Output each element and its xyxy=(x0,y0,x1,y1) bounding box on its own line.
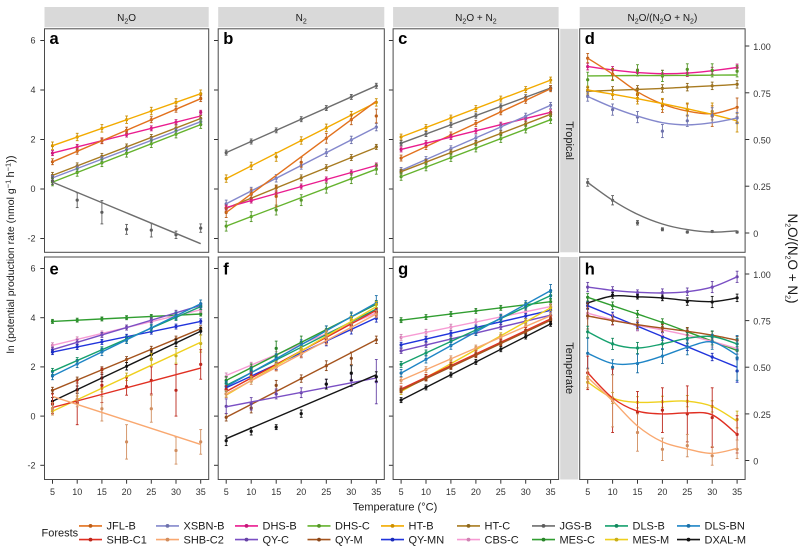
svg-text:25: 25 xyxy=(146,487,156,497)
svg-text:ln (potential production rate: ln (potential production rate (nmol g−1 … xyxy=(4,156,18,354)
svg-text:Temperate: Temperate xyxy=(563,342,575,394)
svg-text:Temperature (°C): Temperature (°C) xyxy=(353,502,437,514)
svg-text:-2: -2 xyxy=(27,234,35,244)
svg-text:Forests: Forests xyxy=(42,528,79,540)
svg-text:SHB-C2: SHB-C2 xyxy=(184,534,224,546)
svg-text:JGS-B: JGS-B xyxy=(560,521,592,533)
svg-text:10: 10 xyxy=(421,487,431,497)
svg-text:15: 15 xyxy=(632,487,642,497)
svg-text:QY-MN: QY-MN xyxy=(409,534,445,546)
svg-text:25: 25 xyxy=(321,487,331,497)
svg-text:JFL-B: JFL-B xyxy=(107,521,136,533)
svg-text:35: 35 xyxy=(546,487,556,497)
svg-text:5: 5 xyxy=(224,487,229,497)
svg-text:N2​: N2​ xyxy=(296,13,307,26)
svg-text:a: a xyxy=(50,30,60,48)
svg-text:N2O/(N2O + N2): N2O/(N2O + N2) xyxy=(784,213,800,303)
svg-text:35: 35 xyxy=(196,487,206,497)
svg-text:15: 15 xyxy=(271,487,281,497)
svg-text:CBS-C: CBS-C xyxy=(485,534,519,546)
svg-text:5: 5 xyxy=(399,487,404,497)
svg-text:30: 30 xyxy=(171,487,181,497)
svg-text:DHS-B: DHS-B xyxy=(263,521,297,533)
svg-text:HT-C: HT-C xyxy=(485,521,511,533)
svg-text:QY-M: QY-M xyxy=(335,534,363,546)
svg-text:SHB-C1: SHB-C1 xyxy=(107,534,147,546)
svg-text:N2O/(N2O + N2): N2O/(N2O + N2) xyxy=(627,13,697,26)
svg-text:30: 30 xyxy=(346,487,356,497)
svg-text:20: 20 xyxy=(122,487,132,497)
svg-text:MES-M: MES-M xyxy=(633,534,670,546)
svg-text:0.25: 0.25 xyxy=(753,410,771,420)
svg-text:6: 6 xyxy=(30,264,35,274)
svg-text:0.75: 0.75 xyxy=(753,89,771,99)
svg-text:d: d xyxy=(585,30,595,48)
svg-text:QY-C: QY-C xyxy=(263,534,290,546)
svg-text:DLS-B: DLS-B xyxy=(633,521,665,533)
svg-text:Tropical: Tropical xyxy=(563,121,575,160)
svg-text:XSBN-B: XSBN-B xyxy=(184,521,225,533)
svg-text:0: 0 xyxy=(30,411,35,421)
svg-text:5: 5 xyxy=(50,487,55,497)
svg-text:10: 10 xyxy=(246,487,256,497)
svg-text:-2: -2 xyxy=(27,461,35,471)
svg-text:4: 4 xyxy=(30,85,35,95)
svg-text:1.00: 1.00 xyxy=(753,42,771,52)
svg-text:6: 6 xyxy=(30,36,35,46)
svg-text:25: 25 xyxy=(496,487,506,497)
svg-text:HT-B: HT-B xyxy=(409,521,434,533)
svg-text:e: e xyxy=(50,260,59,278)
svg-text:25: 25 xyxy=(682,487,692,497)
svg-text:0.25: 0.25 xyxy=(753,182,771,192)
svg-text:DHS-C: DHS-C xyxy=(335,521,370,533)
svg-text:c: c xyxy=(398,30,407,48)
svg-text:35: 35 xyxy=(371,487,381,497)
svg-text:h: h xyxy=(585,260,595,278)
svg-text:10: 10 xyxy=(72,487,82,497)
svg-text:g: g xyxy=(398,260,408,278)
svg-text:DLS-BN: DLS-BN xyxy=(705,521,745,533)
svg-text:1.00: 1.00 xyxy=(753,270,771,280)
svg-text:30: 30 xyxy=(707,487,717,497)
svg-text:2: 2 xyxy=(30,135,35,145)
svg-text:20: 20 xyxy=(657,487,667,497)
svg-text:0: 0 xyxy=(753,457,758,467)
svg-text:5: 5 xyxy=(585,487,590,497)
svg-text:4: 4 xyxy=(30,313,35,323)
svg-text:0.50: 0.50 xyxy=(753,136,771,146)
svg-text:15: 15 xyxy=(446,487,456,497)
svg-text:0: 0 xyxy=(753,229,758,239)
svg-text:35: 35 xyxy=(732,487,742,497)
svg-text:20: 20 xyxy=(296,487,306,497)
svg-text:0: 0 xyxy=(30,184,35,194)
svg-text:20: 20 xyxy=(471,487,481,497)
svg-text:0.50: 0.50 xyxy=(753,363,771,373)
svg-text:N2O: N2O xyxy=(117,13,136,26)
svg-text:2: 2 xyxy=(30,362,35,372)
svg-text:10: 10 xyxy=(608,487,618,497)
svg-text:15: 15 xyxy=(97,487,107,497)
svg-text:MES-C: MES-C xyxy=(560,534,596,546)
svg-text:N2O + N2​: N2O + N2​ xyxy=(455,13,497,26)
svg-text:DXAL-M: DXAL-M xyxy=(705,534,747,546)
svg-text:f: f xyxy=(223,260,229,278)
svg-text:b: b xyxy=(223,30,233,48)
svg-text:0.75: 0.75 xyxy=(753,317,771,327)
svg-text:30: 30 xyxy=(521,487,531,497)
